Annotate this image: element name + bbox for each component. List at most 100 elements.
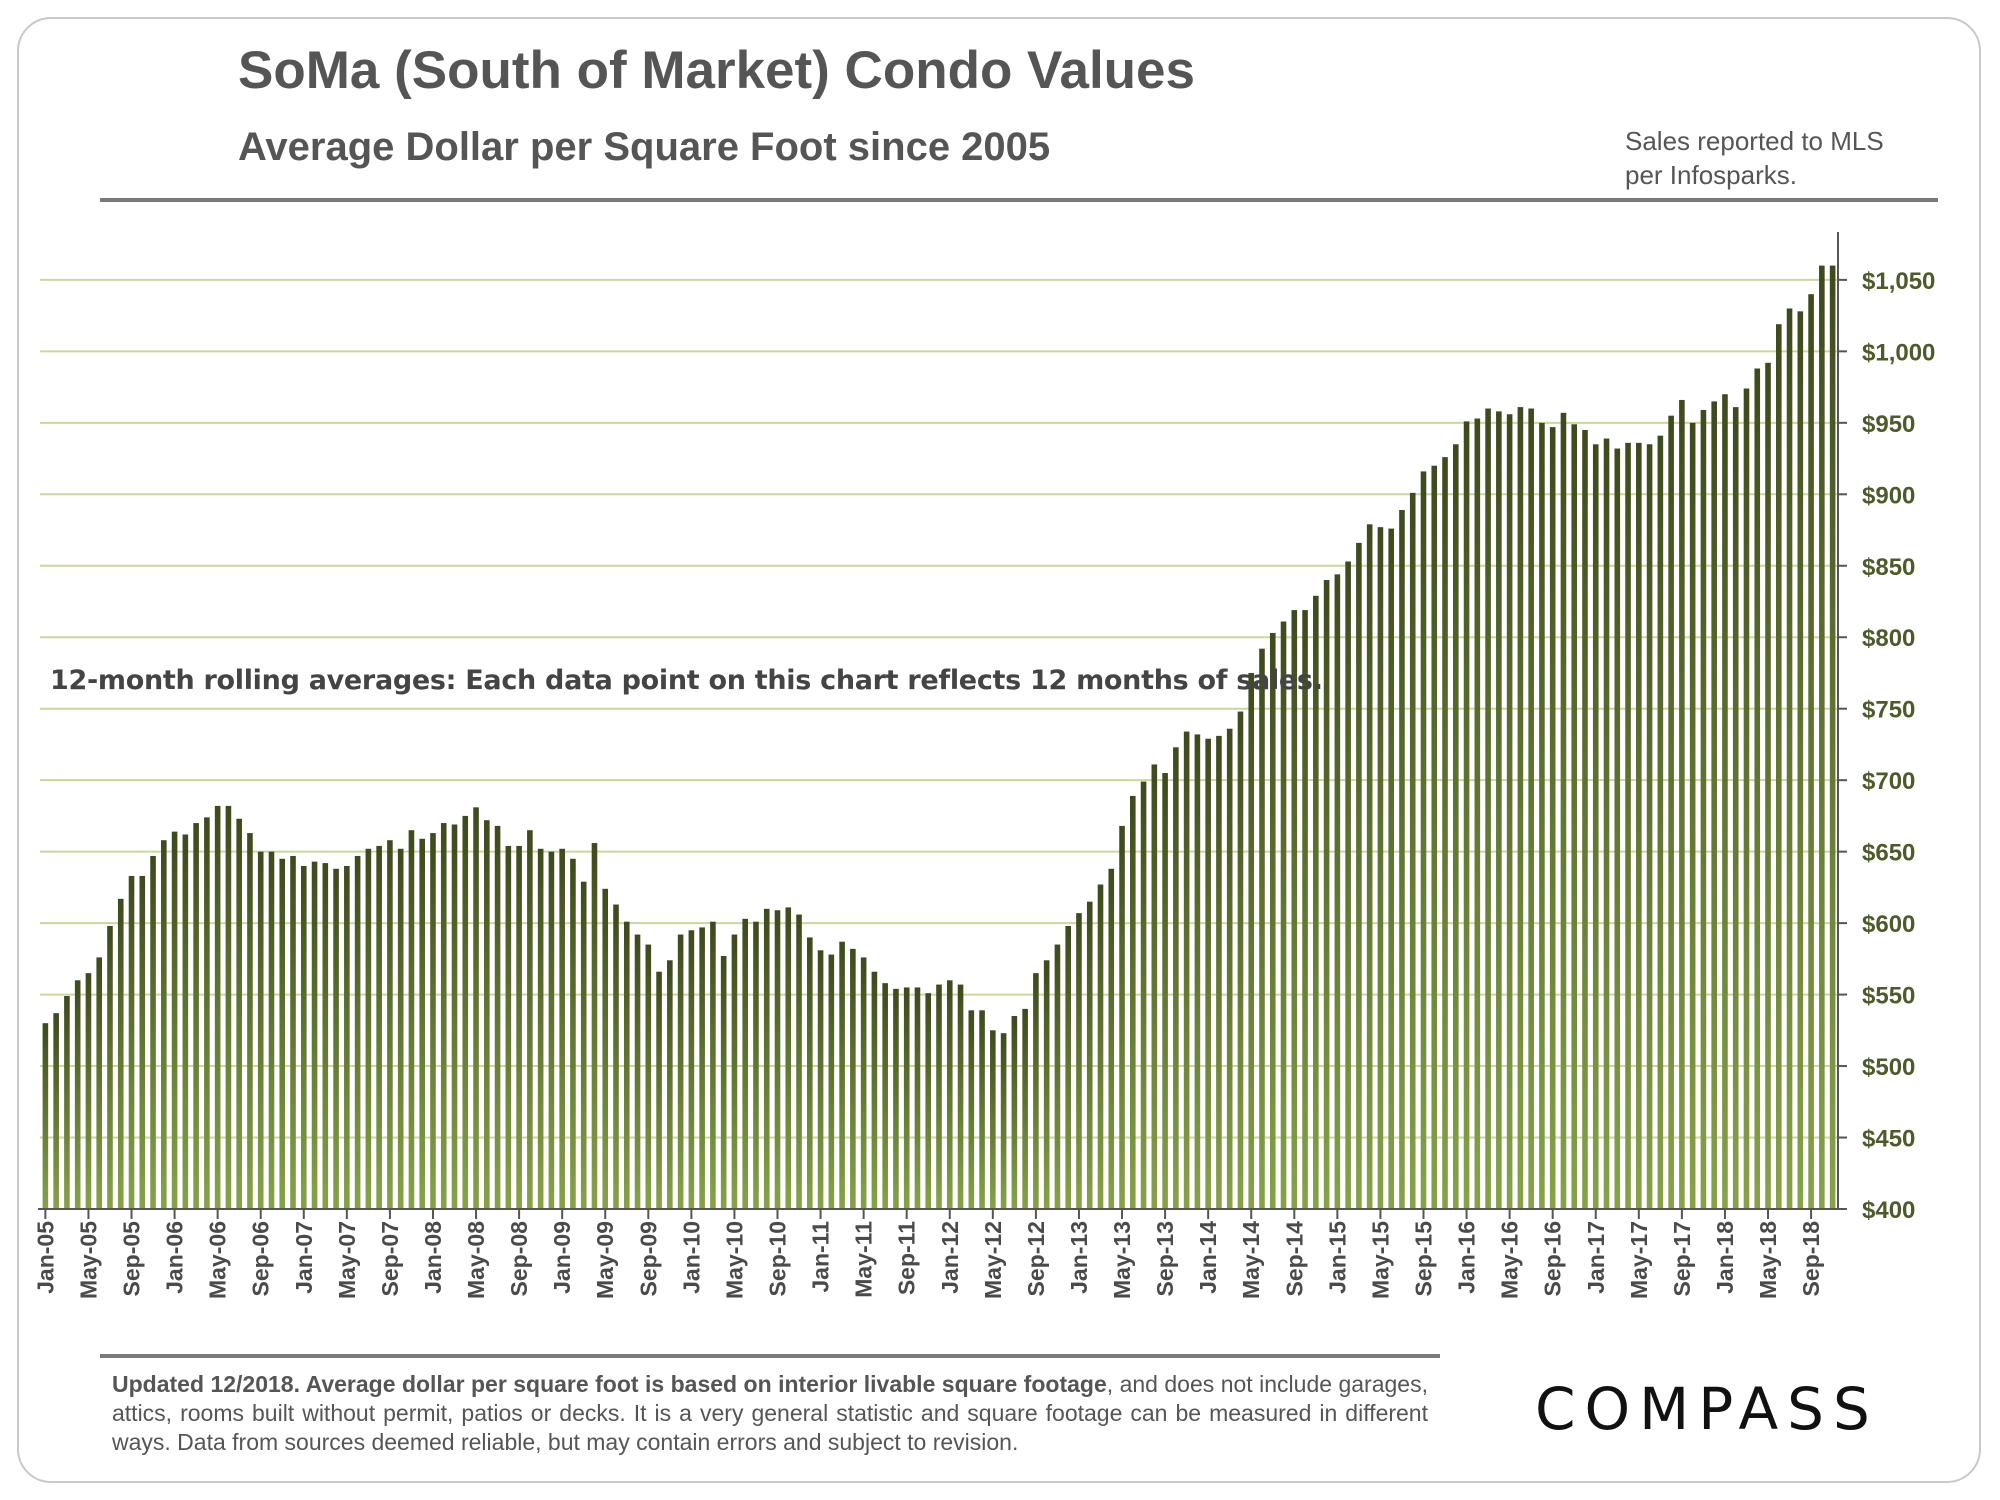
x-tick-label: Jan-18 [1712, 1221, 1738, 1294]
bar [763, 908, 770, 1209]
bar [1506, 414, 1513, 1209]
bar [1399, 510, 1405, 1209]
bar [279, 858, 286, 1209]
bar [322, 863, 329, 1209]
bar [1097, 884, 1104, 1209]
bar [193, 823, 199, 1209]
bar [1259, 648, 1265, 1209]
bar [1668, 415, 1674, 1209]
y-tick-label: $1,000 [1862, 339, 1935, 366]
bar [1431, 465, 1438, 1209]
bar [1722, 394, 1728, 1209]
bar [731, 934, 738, 1209]
bar [667, 960, 673, 1209]
bar [1323, 580, 1330, 1209]
x-tick-label: Jan-12 [937, 1221, 963, 1294]
bar [1194, 734, 1201, 1209]
bar [236, 818, 242, 1209]
x-tick-label: May-13 [1109, 1221, 1135, 1299]
y-tick-label: $600 [1862, 911, 1915, 938]
bar [516, 845, 522, 1209]
x-tick-label: Jan-07 [291, 1221, 317, 1294]
y-tick-label: $700 [1862, 768, 1915, 795]
bar [742, 918, 749, 1209]
bar [333, 868, 339, 1209]
bar [591, 843, 598, 1209]
bar [1646, 444, 1653, 1209]
bar [656, 971, 662, 1209]
bar [1452, 444, 1459, 1209]
bar [623, 921, 630, 1209]
x-tick-label: May-09 [592, 1221, 618, 1299]
x-tick-label: May-17 [1626, 1221, 1652, 1299]
bar [1140, 781, 1147, 1209]
bar [570, 858, 576, 1209]
bar [161, 840, 167, 1209]
bar [1043, 960, 1050, 1209]
bar [1754, 368, 1761, 1210]
bar [1592, 444, 1599, 1209]
bar [1765, 362, 1771, 1210]
bar [839, 941, 845, 1209]
bar [1485, 408, 1491, 1209]
bar [1280, 621, 1287, 1209]
bar [968, 1010, 975, 1209]
bar [1248, 672, 1255, 1209]
bar [828, 954, 835, 1209]
bar [1603, 438, 1610, 1209]
bar [1000, 1033, 1007, 1209]
bar [117, 898, 124, 1209]
x-tick-label: Sep-17 [1669, 1221, 1695, 1296]
bar [1076, 913, 1082, 1209]
compass-logo: COMPASS [1535, 1375, 1879, 1443]
bar [1226, 728, 1233, 1209]
x-tick-label: Jan-15 [1324, 1221, 1350, 1294]
bar [387, 840, 393, 1209]
bar [688, 930, 695, 1209]
bar [1528, 408, 1534, 1209]
x-tick-label: Sep-05 [119, 1221, 145, 1297]
bar [785, 907, 792, 1209]
bar [139, 875, 146, 1209]
chart-title: SoMa (South of Market) Condo Values [238, 41, 1196, 100]
x-tick-label: Sep-16 [1540, 1221, 1566, 1296]
x-tick-label: Jan-05 [32, 1221, 58, 1294]
bar [1829, 265, 1836, 1209]
bar [1366, 524, 1373, 1209]
footnote-rest: , and does not include garages, attics, … [112, 1371, 1428, 1455]
bar [1549, 427, 1556, 1209]
y-tick-label: $850 [1862, 554, 1915, 581]
footer-divider [100, 1354, 1440, 1358]
bar [85, 973, 92, 1209]
bar [247, 833, 253, 1209]
bar [1129, 795, 1136, 1209]
footnote-bold: Updated 12/2018. Average dollar per squa… [112, 1371, 1107, 1397]
x-tick-label: Jan-16 [1454, 1221, 1480, 1294]
bar [53, 1013, 59, 1209]
bar [408, 830, 415, 1209]
bar [1086, 901, 1093, 1209]
bar [753, 921, 759, 1209]
x-tick-label: Jan-06 [162, 1221, 188, 1294]
bar [903, 987, 910, 1209]
x-tick-label: May-16 [1497, 1221, 1523, 1299]
x-tick-label: Sep-18 [1798, 1221, 1824, 1297]
bar [430, 833, 436, 1209]
bar [1582, 429, 1588, 1209]
bar [451, 824, 458, 1209]
y-tick-label: $750 [1862, 697, 1915, 724]
bar [1797, 311, 1804, 1209]
bar [473, 807, 479, 1209]
bar [96, 957, 103, 1209]
bar [376, 845, 382, 1209]
bar [1614, 448, 1621, 1209]
bar [527, 830, 533, 1209]
y-tick-label: $400 [1862, 1197, 1915, 1224]
bar [710, 921, 716, 1209]
x-tick-label: May-07 [334, 1221, 360, 1299]
y-tick-label: $1,050 [1862, 268, 1935, 295]
bar [300, 865, 307, 1209]
bar [914, 987, 921, 1209]
bar [1636, 442, 1642, 1209]
